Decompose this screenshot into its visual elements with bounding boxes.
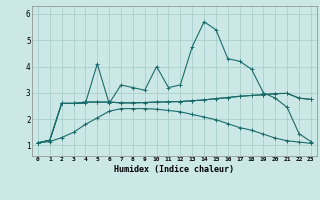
X-axis label: Humidex (Indice chaleur): Humidex (Indice chaleur) bbox=[115, 165, 234, 174]
